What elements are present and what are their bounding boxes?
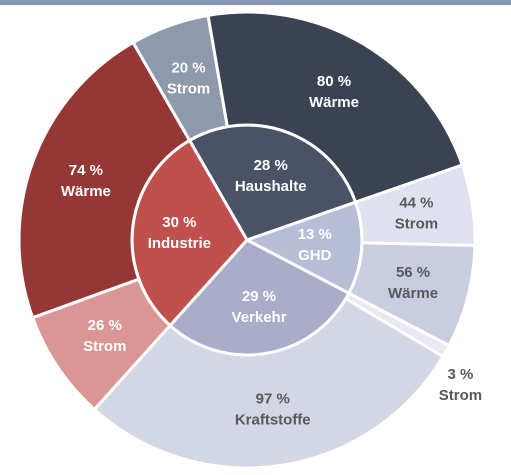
value-label: 30 % bbox=[162, 214, 196, 231]
value-label: 80 % bbox=[317, 73, 351, 90]
category-label: Wärme bbox=[388, 285, 438, 302]
value-label: 28 % bbox=[254, 157, 288, 174]
category-label: Verkehr bbox=[232, 309, 287, 326]
category-label: Kraftstoffe bbox=[235, 412, 311, 429]
category-label: Industrie bbox=[148, 235, 211, 252]
category-label: Wärme bbox=[61, 183, 111, 200]
value-label: 29 % bbox=[242, 288, 276, 305]
value-label: 20 % bbox=[171, 60, 205, 77]
category-label: Wärme bbox=[309, 94, 359, 111]
outer-segment bbox=[17, 40, 192, 320]
category-label: Strom bbox=[83, 338, 126, 355]
outer-segment bbox=[206, 10, 465, 205]
top-bar bbox=[0, 0, 511, 5]
category-label: GHD bbox=[298, 247, 332, 264]
value-label: 74 % bbox=[69, 162, 103, 179]
value-label: 26 % bbox=[88, 317, 122, 334]
value-label: 56 % bbox=[396, 264, 430, 281]
value-label: 3 % bbox=[448, 366, 474, 383]
category-label: Strom bbox=[395, 215, 438, 232]
value-label: 13 % bbox=[298, 226, 332, 243]
outer-segment bbox=[92, 296, 446, 470]
value-label: 44 % bbox=[399, 194, 433, 211]
category-label: Strom bbox=[167, 81, 210, 98]
value-label: 97 % bbox=[256, 391, 290, 408]
category-label: Haushalte bbox=[235, 178, 307, 195]
category-label: Strom bbox=[439, 387, 482, 404]
